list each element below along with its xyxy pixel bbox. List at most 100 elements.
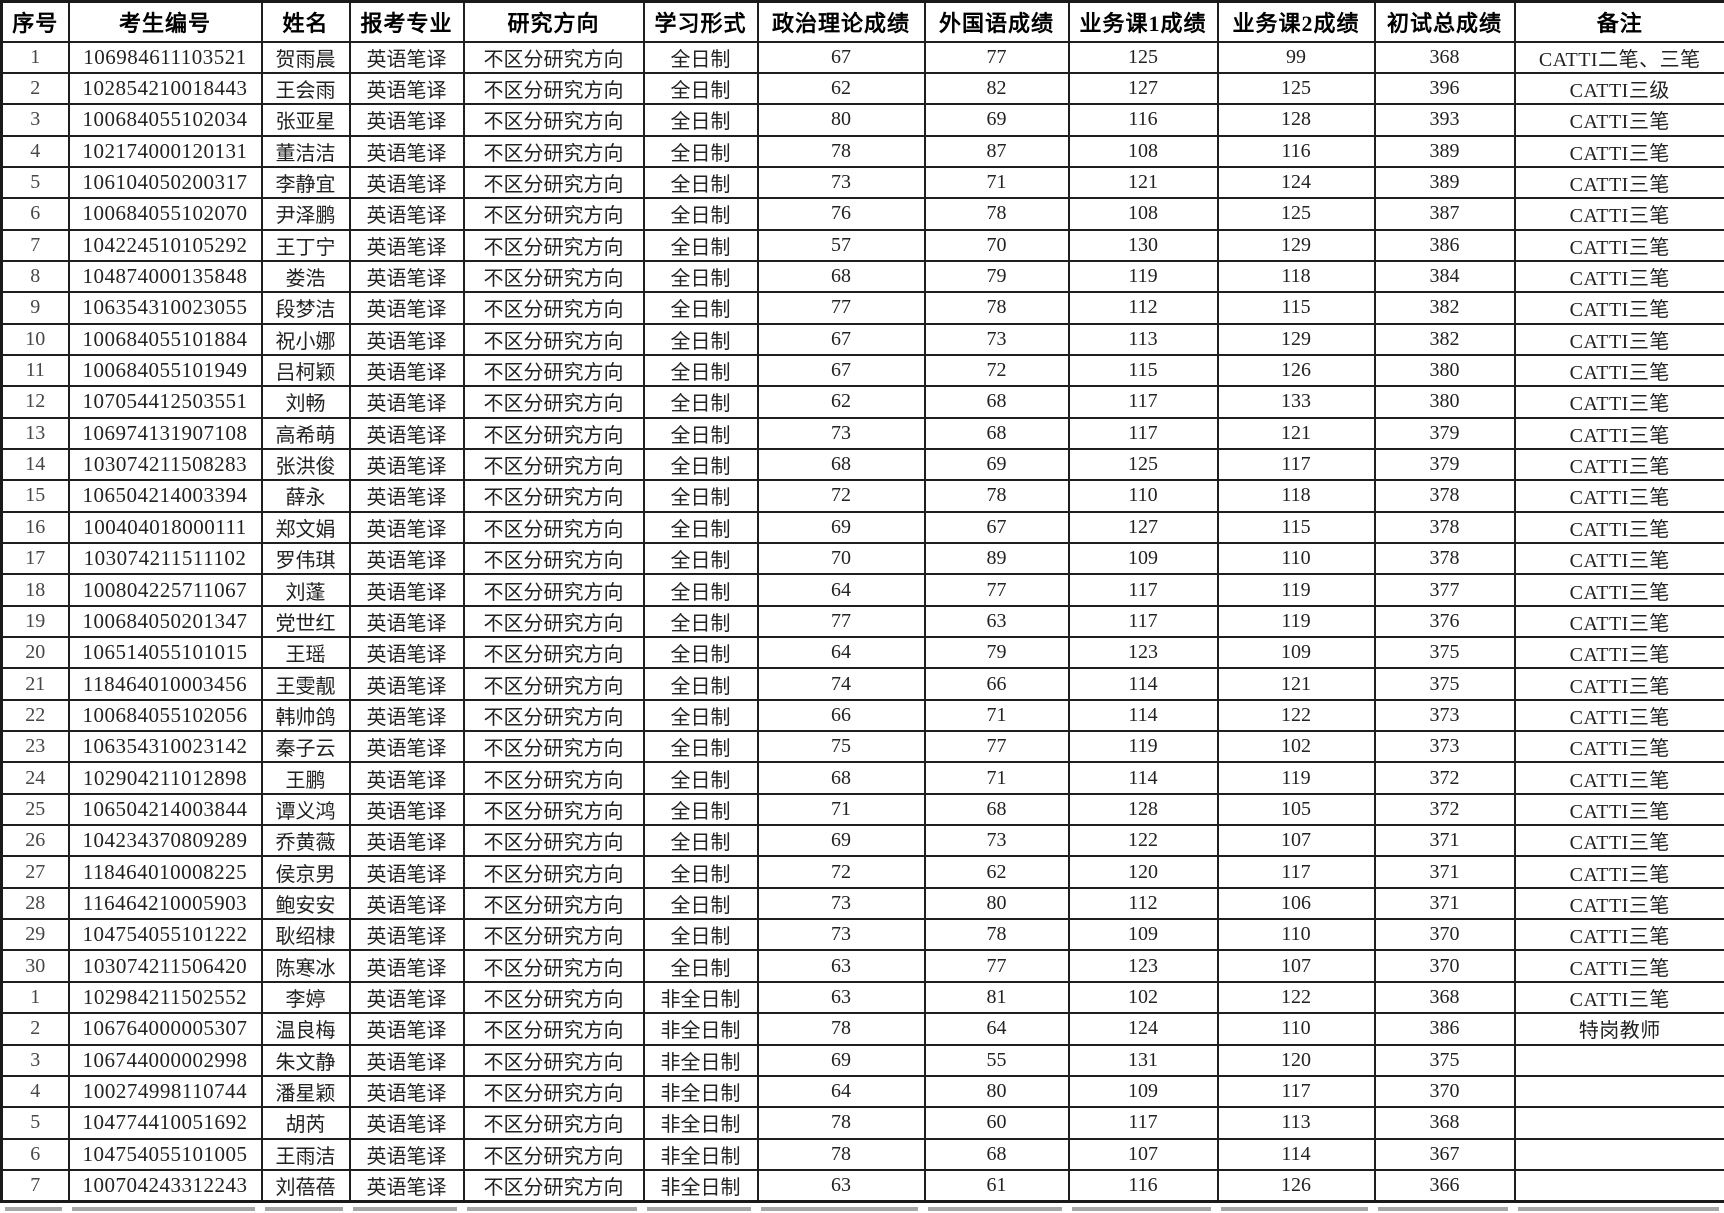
cell-politics_score: 64 (756, 636, 926, 670)
cell-course1_score: 131 (1067, 1043, 1219, 1077)
cell-politics_score: 70 (756, 541, 926, 576)
cell-total_score: 371 (1373, 824, 1516, 858)
cell-politics_score: 68 (756, 259, 926, 294)
column-header-remark: 备注 (1513, 0, 1724, 43)
cell-total_score: 372 (1373, 792, 1516, 827)
cell-remark: CATTI三笔 (1513, 918, 1724, 952)
cell-total_score: 372 (1373, 761, 1516, 795)
cell-major: 英语笔译 (348, 886, 465, 921)
cell-foreign_language_score: 79 (923, 636, 1070, 670)
cell-politics_score: 72 (756, 479, 926, 513)
cell-remark (1513, 1106, 1724, 1140)
cell-course2_score: 116 (1216, 134, 1376, 168)
cell-total_score: 368 (1373, 980, 1516, 1015)
cell-course1_score: 117 (1067, 385, 1219, 419)
cell-total_score: 375 (1373, 667, 1516, 701)
cell-candidate_id: 100804225711067 (67, 573, 263, 607)
column-header-seq: 序号 (0, 0, 70, 43)
cell-major: 英语笔译 (348, 1168, 465, 1203)
table-row: 18 100804225711067 刘蓬 英语笔译 不区分研究方向 全日制 64 77 117… (0, 573, 1724, 607)
cell-seq: 21 (0, 667, 70, 701)
cell-politics_score: 69 (756, 824, 926, 858)
cell-seq: 15 (0, 479, 70, 513)
cell-direction: 不区分研究方向 (462, 604, 645, 639)
cell-total_score: 382 (1373, 322, 1516, 356)
cell-name: 耿绍棣 (260, 918, 351, 952)
cell-remark: CATTI三笔 (1513, 824, 1724, 858)
cell-remark: CATTI三笔 (1513, 604, 1724, 639)
cell-course1_score: 114 (1067, 667, 1219, 701)
cell-remark: CATTI三笔 (1513, 322, 1724, 356)
cell-total_score: 386 (1373, 228, 1516, 262)
cell-foreign_language_score: 70 (923, 228, 1070, 262)
cell-name: 鲍安安 (260, 886, 351, 921)
cutoff-cell-top-border (353, 1206, 457, 1211)
table-row: 28 116464210005903 鲍安安 英语笔译 不区分研究方向 全日制 73 80 11… (0, 886, 1724, 921)
cell-seq: 14 (0, 447, 70, 482)
cell-foreign_language_score: 68 (923, 792, 1070, 827)
cell-course2_score: 125 (1216, 197, 1376, 231)
cell-direction: 不区分研究方向 (462, 886, 645, 921)
cell-direction: 不区分研究方向 (462, 980, 645, 1015)
cell-politics_score: 72 (756, 855, 926, 889)
cell-total_score: 375 (1373, 1043, 1516, 1077)
cell-major: 英语笔译 (348, 761, 465, 795)
cell-foreign_language_score: 67 (923, 510, 1070, 545)
cell-total_score: 396 (1373, 71, 1516, 106)
cell-study_mode: 全日制 (642, 134, 759, 168)
table-row: 2 102854210018443 王会雨 英语笔译 不区分研究方向 全日制 62 82 127… (0, 71, 1724, 106)
cell-study_mode: 全日制 (642, 40, 759, 74)
cell-course1_score: 119 (1067, 259, 1219, 294)
cell-course1_score: 108 (1067, 197, 1219, 231)
cell-course1_score: 113 (1067, 322, 1219, 356)
cell-study_mode: 全日制 (642, 949, 759, 983)
cell-study_mode: 非全日制 (642, 1168, 759, 1203)
cell-name: 吕柯颖 (260, 353, 351, 388)
cutoff-cell-top-border (1072, 1206, 1211, 1211)
cell-total_score: 376 (1373, 604, 1516, 639)
cell-course2_score: 124 (1216, 165, 1376, 200)
column-header-candidate_id: 考生编号 (67, 0, 263, 43)
cell-total_score: 373 (1373, 730, 1516, 764)
cell-major: 英语笔译 (348, 353, 465, 388)
cell-direction: 不区分研究方向 (462, 510, 645, 545)
cell-candidate_id: 104224510105292 (67, 228, 263, 262)
cell-direction: 不区分研究方向 (462, 416, 645, 450)
cell-politics_score: 71 (756, 792, 926, 827)
cell-seq: 27 (0, 855, 70, 889)
cell-direction: 不区分研究方向 (462, 855, 645, 889)
cell-foreign_language_score: 71 (923, 165, 1070, 200)
cell-direction: 不区分研究方向 (462, 1074, 645, 1109)
cell-name: 胡芮 (260, 1106, 351, 1140)
cell-foreign_language_score: 78 (923, 918, 1070, 952)
table-row: 4 102174000120131 董洁洁 英语笔译 不区分研究方向 全日制 78 87 108… (0, 134, 1724, 168)
cell-candidate_id: 106744000002998 (67, 1043, 263, 1077)
cell-foreign_language_score: 78 (923, 197, 1070, 231)
cell-politics_score: 57 (756, 228, 926, 262)
cell-course1_score: 123 (1067, 949, 1219, 983)
cell-seq: 18 (0, 573, 70, 607)
cell-direction: 不区分研究方向 (462, 197, 645, 231)
table-header: 序号 考生编号 姓名 报考专业 研究方向 学习形式 政治理论成绩 外国语成绩 业务课1成绩 业务课… (0, 0, 1724, 43)
cell-seq: 1 (0, 980, 70, 1015)
cell-course1_score: 109 (1067, 541, 1219, 576)
cell-course1_score: 130 (1067, 228, 1219, 262)
cell-seq: 2 (0, 71, 70, 106)
cell-direction: 不区分研究方向 (462, 40, 645, 74)
cell-remark: CATTI三笔 (1513, 573, 1724, 607)
cell-remark: 特岗教师 (1513, 1012, 1724, 1046)
cell-course2_score: 107 (1216, 824, 1376, 858)
cell-foreign_language_score: 66 (923, 667, 1070, 701)
cell-candidate_id: 118464010003456 (67, 667, 263, 701)
cell-politics_score: 68 (756, 761, 926, 795)
cell-candidate_id: 100684055101884 (67, 322, 263, 356)
cell-course2_score: 120 (1216, 1043, 1376, 1077)
cell-total_score: 373 (1373, 698, 1516, 733)
table-body: 1 106984611103521 贺雨晨 英语笔译 不区分研究方向 全日制 67 77 125… (0, 40, 1724, 1203)
cell-foreign_language_score: 71 (923, 761, 1070, 795)
table-row: 1 102984211502552 李婷 英语笔译 不区分研究方向 非全日制 63 81 102… (0, 980, 1724, 1015)
cell-study_mode: 全日制 (642, 228, 759, 262)
cell-politics_score: 68 (756, 447, 926, 482)
cell-course1_score: 114 (1067, 698, 1219, 733)
table-row: 24 102904211012898 王鹏 英语笔译 不区分研究方向 全日制 68 71 114… (0, 761, 1724, 795)
